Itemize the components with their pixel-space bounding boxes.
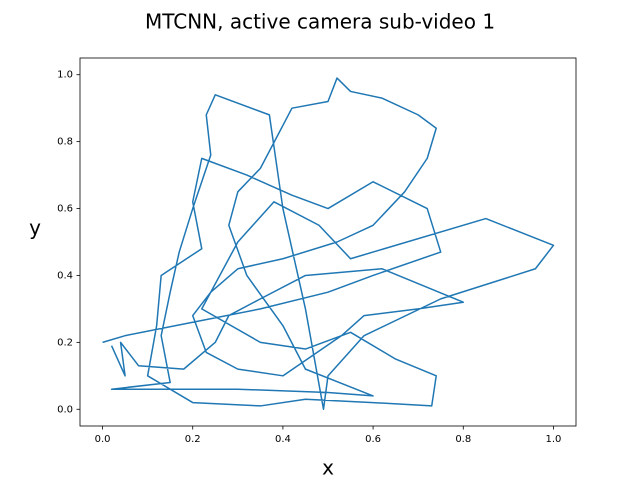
- x-tick-label: 0.4: [275, 434, 291, 445]
- chart-title: MTCNN, active camera sub-video 1: [145, 10, 495, 34]
- y-axis-label: y: [29, 216, 41, 240]
- y-tick-label: 0.6: [57, 204, 73, 215]
- y-tick-label: 0.0: [57, 404, 73, 415]
- line-series: [102, 77, 555, 411]
- y-tick-label: 0.2: [57, 337, 73, 348]
- x-tick-label: 1.0: [546, 434, 562, 445]
- x-tick-label: 0.6: [365, 434, 381, 445]
- y-tick-label: 0.4: [57, 270, 73, 281]
- plot-frame: [79, 57, 577, 427]
- x-tick-label: 0.2: [185, 434, 201, 445]
- x-tick-label: 0.8: [455, 434, 471, 445]
- x-tick-label: 0.0: [95, 434, 111, 445]
- y-tick-label: 1.0: [57, 70, 73, 81]
- y-tick-label: 0.8: [57, 137, 73, 148]
- x-axis-label: x: [322, 456, 334, 480]
